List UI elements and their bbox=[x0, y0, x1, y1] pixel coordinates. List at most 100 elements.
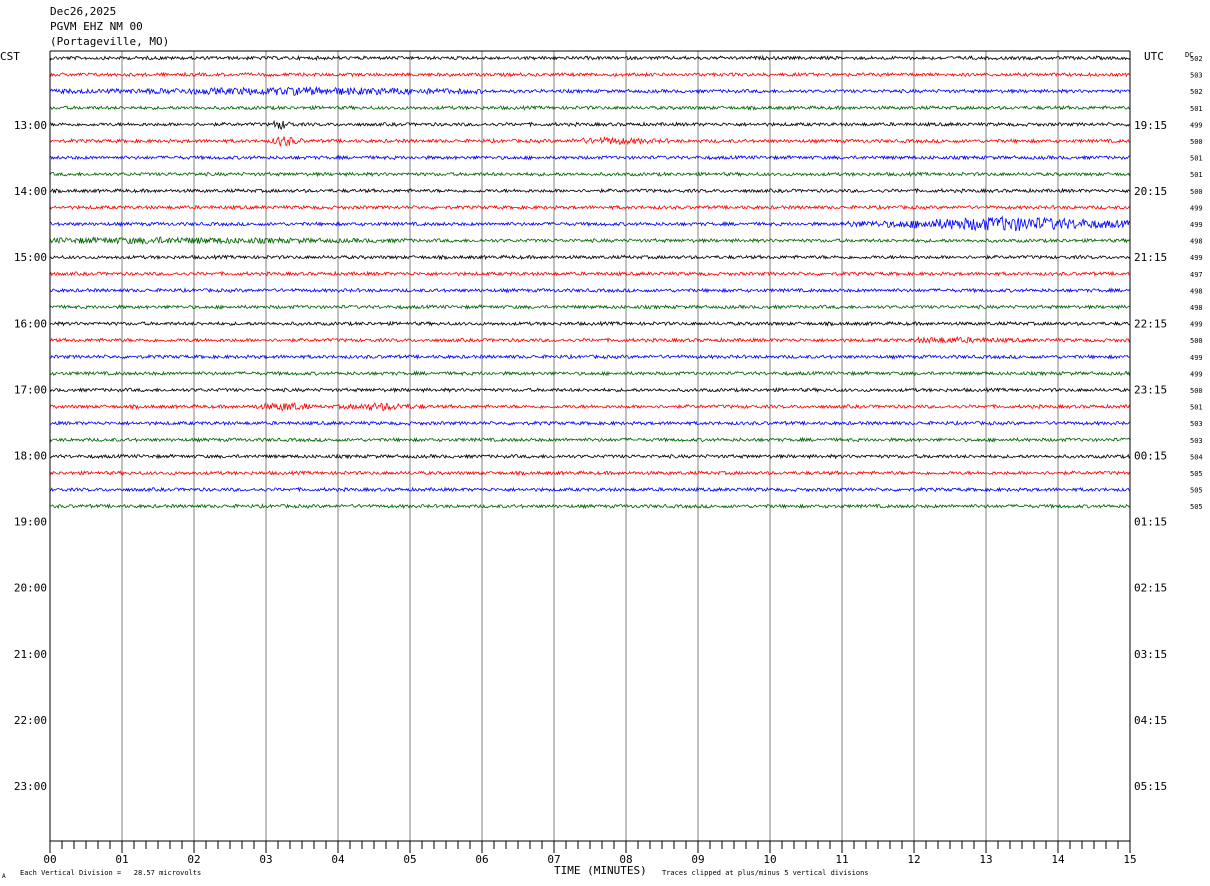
seismic-trace bbox=[49, 320, 1131, 327]
cst-hour-label: 16:00 bbox=[14, 317, 47, 330]
trace-dc-value: 500 bbox=[1190, 188, 1203, 196]
seismic-trace bbox=[49, 204, 1131, 211]
seismic-trace bbox=[50, 353, 1131, 360]
seismic-trace bbox=[49, 104, 1131, 111]
x-tick-label: 05 bbox=[403, 853, 416, 866]
trace-dc-value: 502 bbox=[1190, 55, 1203, 63]
trace-dc-value: 499 bbox=[1190, 121, 1203, 129]
x-tick-label: 01 bbox=[115, 853, 128, 866]
seismic-trace bbox=[50, 119, 1131, 130]
x-tick-label: 09 bbox=[691, 853, 704, 866]
x-tick-label: 02 bbox=[187, 853, 200, 866]
trace-dc-value: 500 bbox=[1190, 387, 1203, 395]
division-note: Each Vertical Division = 28.57 microvolt… bbox=[20, 869, 201, 877]
cst-hour-label: 18:00 bbox=[14, 450, 47, 463]
seismic-trace bbox=[49, 215, 1131, 232]
x-tick-label: 00 bbox=[43, 853, 56, 866]
axis-labels: CST UTC DC TIME (MINUTES) Each Vertical … bbox=[0, 50, 1193, 880]
seismic-trace bbox=[49, 336, 1131, 345]
seismic-trace bbox=[49, 136, 1131, 147]
cst-hour-label: 17:00 bbox=[14, 383, 47, 396]
trace-dc-value: 499 bbox=[1190, 354, 1203, 362]
trace-dc-value: 498 bbox=[1190, 238, 1203, 246]
cst-hour-label: 13:00 bbox=[14, 119, 47, 132]
trace-dc-value: 503 bbox=[1190, 437, 1203, 445]
trace-dc-value: 499 bbox=[1190, 204, 1203, 212]
cst-hour-label: 23:00 bbox=[14, 780, 47, 793]
trace-dc-value: 500 bbox=[1190, 138, 1203, 146]
trace-dc-value: 497 bbox=[1190, 271, 1203, 279]
clip-note: Traces clipped at plus/minus 5 vertical … bbox=[662, 869, 869, 877]
utc-hour-label: 01:15 bbox=[1134, 516, 1167, 529]
seismic-trace bbox=[49, 436, 1131, 443]
trace-dc-value: 500 bbox=[1190, 337, 1203, 345]
station-code: PGVM EHZ NM 00 bbox=[50, 20, 143, 33]
utc-hour-label: 02:15 bbox=[1134, 582, 1167, 595]
plot-axes: 00 01 02 03 04 05 06 07 08 09 10 11 12 13 14 15 13:00 14:… bbox=[14, 50, 1203, 866]
seismic-trace bbox=[49, 71, 1131, 78]
trace-dc-value: 504 bbox=[1190, 453, 1203, 461]
x-tick-label: 04 bbox=[331, 853, 345, 866]
station-location: (Portageville, MO) bbox=[50, 35, 170, 48]
seismic-trace bbox=[49, 171, 1131, 178]
trace-dc-value: 499 bbox=[1190, 321, 1203, 329]
cst-hour-label: 22:00 bbox=[14, 714, 47, 727]
seismic-trace bbox=[49, 453, 1131, 460]
seismic-trace bbox=[49, 254, 1131, 261]
seismic-trace bbox=[49, 486, 1131, 493]
utc-hour-label: 05:15 bbox=[1134, 780, 1167, 793]
trace-dc-value: 499 bbox=[1190, 221, 1203, 229]
trace-dc-value: 501 bbox=[1190, 171, 1203, 179]
cst-hour-label: 14:00 bbox=[14, 185, 47, 198]
seismic-trace bbox=[49, 386, 1131, 394]
cst-axis-label: CST bbox=[0, 50, 20, 63]
seismic-trace bbox=[49, 287, 1131, 294]
seismic-trace bbox=[49, 187, 1131, 194]
seismic-trace bbox=[49, 85, 1131, 96]
trace-dc-value: 503 bbox=[1190, 72, 1203, 80]
utc-hour-label: 00:15 bbox=[1134, 450, 1167, 463]
seismic-trace bbox=[49, 370, 1131, 377]
utc-hour-label: 22:15 bbox=[1134, 317, 1167, 330]
record-date: Dec26,2025 bbox=[50, 5, 117, 18]
trace-dc-value: 501 bbox=[1190, 404, 1203, 412]
x-tick-label: 15 bbox=[1123, 853, 1136, 866]
dc-label: DC bbox=[1185, 51, 1193, 59]
trace-dc-value: 501 bbox=[1190, 155, 1203, 163]
cst-hour-label: 20:00 bbox=[14, 582, 47, 595]
utc-axis-label: UTC bbox=[1144, 50, 1164, 63]
corner-mark: A bbox=[2, 873, 6, 880]
utc-hour-label: 21:15 bbox=[1134, 251, 1167, 264]
x-tick-label: 06 bbox=[475, 853, 488, 866]
x-axis-title: TIME (MINUTES) bbox=[554, 864, 647, 877]
x-tick-label: 03 bbox=[259, 853, 272, 866]
minute-grid bbox=[121, 51, 1059, 841]
trace-dc-value: 498 bbox=[1190, 304, 1203, 312]
seismic-trace bbox=[49, 402, 1131, 412]
x-tick-label: 10 bbox=[763, 853, 776, 866]
x-tick-label: 14 bbox=[1051, 853, 1065, 866]
trace-dc-value: 501 bbox=[1190, 105, 1203, 113]
trace-dc-value: 502 bbox=[1190, 88, 1203, 96]
x-tick-label: 08 bbox=[619, 853, 632, 866]
utc-hour-label: 04:15 bbox=[1134, 714, 1167, 727]
trace-dc-value: 505 bbox=[1190, 470, 1203, 478]
trace-dc-value: 505 bbox=[1190, 503, 1203, 511]
seismic-trace bbox=[49, 502, 1131, 510]
trace-dc-value: 503 bbox=[1190, 420, 1203, 428]
x-tick-label: 07 bbox=[547, 853, 560, 866]
trace-dc-value: 499 bbox=[1190, 370, 1203, 378]
seismic-trace bbox=[49, 154, 1131, 161]
x-tick-label: 12 bbox=[907, 853, 920, 866]
cst-hour-label: 19:00 bbox=[14, 516, 47, 529]
utc-hour-label: 19:15 bbox=[1134, 119, 1167, 132]
utc-hour-label: 03:15 bbox=[1134, 648, 1167, 661]
x-tick-label: 11 bbox=[835, 853, 848, 866]
utc-hour-label: 23:15 bbox=[1134, 383, 1167, 396]
x-tick-label: 13 bbox=[979, 853, 992, 866]
seismic-trace bbox=[49, 270, 1130, 277]
trace-dc-value: 498 bbox=[1190, 287, 1203, 295]
trace-dc-value: 505 bbox=[1190, 487, 1203, 495]
seismic-traces bbox=[49, 54, 1131, 510]
